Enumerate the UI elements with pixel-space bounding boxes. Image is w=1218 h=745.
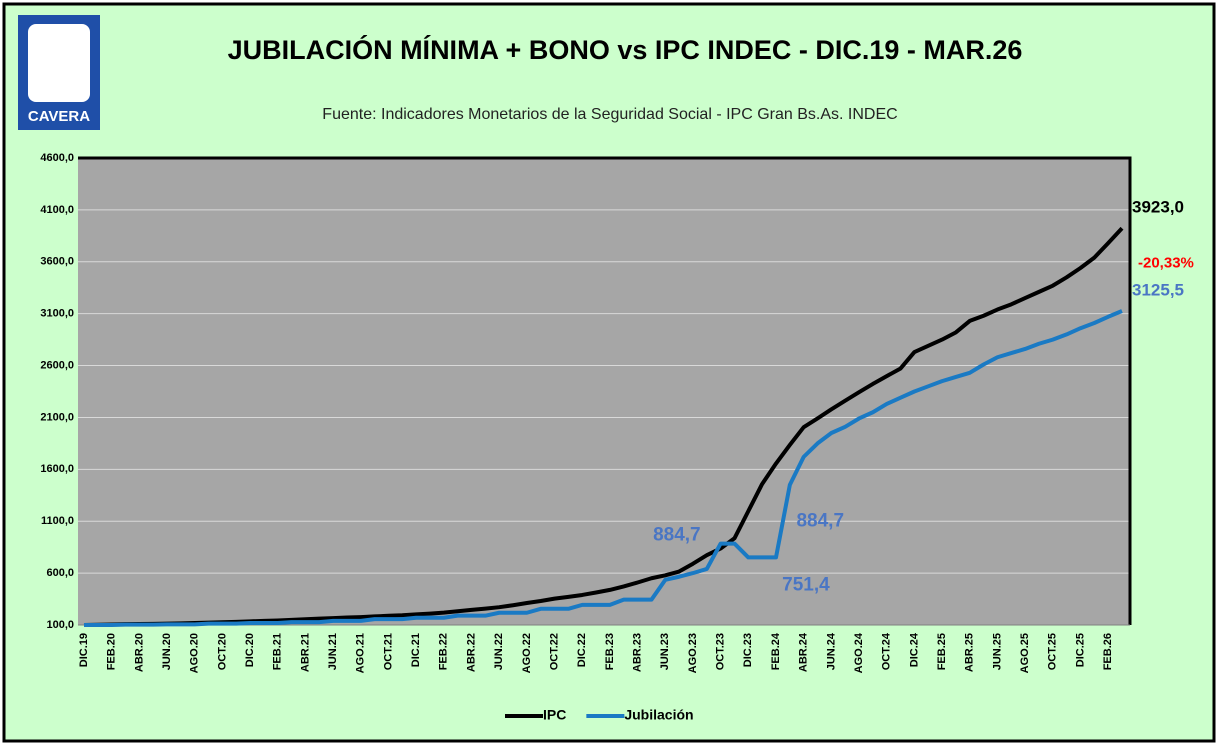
- chart-subtitle: Fuente: Indicadores Monetarios de la Seg…: [322, 106, 897, 123]
- x-tick-label: AGO.21: [355, 633, 367, 673]
- x-tick-label: JUN.24: [825, 632, 837, 670]
- x-tick-label: ABR.25: [964, 633, 976, 672]
- plot-area: [78, 158, 1130, 625]
- x-tick-label: DIC.19: [78, 633, 90, 667]
- y-tick-label: 4600,0: [40, 152, 74, 164]
- x-tick-label: OCT.22: [548, 633, 560, 670]
- x-tick-label: DIC.22: [576, 633, 588, 667]
- series-line: [84, 309, 1123, 627]
- logo-text: CAVERA: [28, 108, 90, 125]
- logo: CAVERA: [18, 15, 100, 130]
- x-tick-label: AGO.24: [853, 632, 865, 673]
- x-tick-label: FEB.23: [604, 633, 616, 670]
- data-label: 884,7: [796, 511, 844, 532]
- x-tick-label: JUN.21: [327, 633, 339, 670]
- x-tick-label: AGO.22: [521, 633, 533, 673]
- y-tick-label: 2600,0: [40, 359, 74, 371]
- x-tick-label: FEB.25: [936, 633, 948, 670]
- y-tick-label: 4100,0: [40, 204, 74, 216]
- x-tick-label: JUN.22: [493, 633, 505, 670]
- x-tick-label: JUN.25: [991, 633, 1003, 670]
- x-tick-label: JUN.20: [161, 633, 173, 670]
- x-tick-label: ABR.20: [133, 633, 145, 672]
- data-label: 884,7: [653, 525, 701, 546]
- y-tick-label: 2100,0: [40, 411, 74, 423]
- x-tick-label: JUN.23: [659, 633, 671, 670]
- legend-label: IPC: [543, 707, 566, 723]
- x-tick-label: FEB.20: [106, 633, 118, 670]
- x-tick-label: DIC.23: [742, 633, 754, 667]
- x-tick-label: DIC.25: [1074, 633, 1086, 667]
- y-tick-label: 1100,0: [41, 515, 74, 527]
- x-tick-label: OCT.21: [382, 633, 394, 670]
- logo-inner: [28, 24, 90, 102]
- plot-border: [78, 156, 1132, 625]
- data-label: 3923,0: [1132, 198, 1184, 217]
- x-tick-label: ABR.21: [299, 633, 311, 672]
- x-tick-label: OCT.24: [881, 632, 893, 670]
- y-tick-label: 3600,0: [40, 256, 74, 268]
- x-tick-label: OCT.20: [216, 633, 228, 670]
- x-tick-label: FEB.21: [272, 633, 284, 670]
- x-tick-label: FEB.26: [1102, 633, 1114, 670]
- x-tick-label: FEB.22: [438, 633, 450, 670]
- x-tick-label: ABR.22: [465, 633, 477, 672]
- x-tick-label: DIC.21: [410, 633, 422, 667]
- chart-title: JUBILACIÓN MÍNIMA + BONO vs IPC INDEC - …: [228, 34, 1023, 65]
- x-tick-label: AGO.25: [1019, 633, 1031, 673]
- x-tick-label: DIC.20: [244, 633, 256, 667]
- x-tick-label: OCT.23: [715, 633, 727, 670]
- x-tick-label: FEB.24: [770, 632, 782, 670]
- x-tick-label: OCT.25: [1047, 633, 1059, 670]
- x-tick-label: ABR.23: [632, 633, 644, 672]
- legend-label: Jubilación: [624, 707, 693, 723]
- x-tick-label: AGO.23: [687, 633, 699, 673]
- data-label: 3125,5: [1132, 281, 1184, 300]
- data-label: 751,4: [782, 574, 830, 595]
- y-tick-label: 1600,0: [40, 463, 74, 475]
- x-tick-label: ABR.24: [798, 632, 810, 672]
- x-tick-label: AGO.20: [189, 633, 201, 673]
- difference-label: -20,33%: [1138, 255, 1194, 272]
- y-tick-label: 100,0: [46, 619, 74, 631]
- x-tick-label: DIC.24: [908, 632, 920, 667]
- y-tick-label: 600,0: [46, 567, 74, 579]
- y-tick-label: 3100,0: [40, 308, 74, 320]
